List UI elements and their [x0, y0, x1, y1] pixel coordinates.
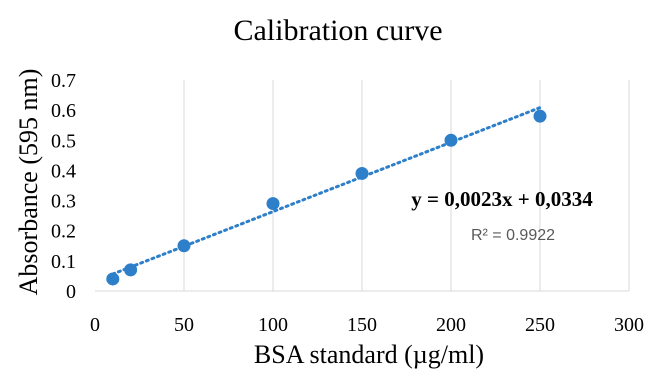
- data-point: [533, 109, 547, 123]
- x-tick-label: 0: [90, 314, 100, 336]
- data-point: [124, 263, 138, 277]
- r-squared-label: R² = 0.9922: [471, 227, 555, 244]
- x-tick-labels: 0 50 100 150 200 250 300: [90, 314, 644, 336]
- x-tick-label: 150: [347, 314, 377, 336]
- y-axis-title: Absorbance (595 nm): [14, 69, 43, 296]
- y-tick-label: 0.3: [51, 191, 76, 213]
- y-tick-label: 0.1: [51, 251, 76, 273]
- x-tick-label: 300: [614, 314, 644, 336]
- y-tick-label: 0.4: [51, 160, 76, 182]
- y-tick-label: 0.2: [51, 221, 76, 243]
- x-tick-label: 250: [525, 314, 555, 336]
- x-axis-title: BSA standard (µg/ml): [254, 340, 484, 369]
- data-point: [106, 272, 120, 286]
- y-tick-label: 0: [66, 281, 76, 303]
- y-tick-labels: 0 0.1 0.2 0.3 0.4 0.5 0.6 0.7: [51, 70, 76, 303]
- data-point: [266, 197, 280, 211]
- x-tick-label: 50: [174, 314, 194, 336]
- x-tick-label: 200: [436, 314, 466, 336]
- y-tick-label: 0.6: [51, 100, 76, 122]
- trendline-layer: [111, 106, 542, 276]
- trendline: [111, 106, 542, 276]
- y-tick-label: 0.5: [51, 130, 76, 152]
- grid-layer: [95, 80, 630, 292]
- points-layer: [106, 109, 547, 286]
- y-tick-label: 0.7: [51, 70, 76, 92]
- trendline-equation: y = 0,0023x + 0,0334: [411, 187, 593, 211]
- x-tick-label: 100: [258, 314, 288, 336]
- data-point: [355, 166, 369, 180]
- chart-title: Calibration curve: [233, 14, 442, 47]
- data-point: [177, 239, 191, 253]
- data-point: [444, 133, 458, 147]
